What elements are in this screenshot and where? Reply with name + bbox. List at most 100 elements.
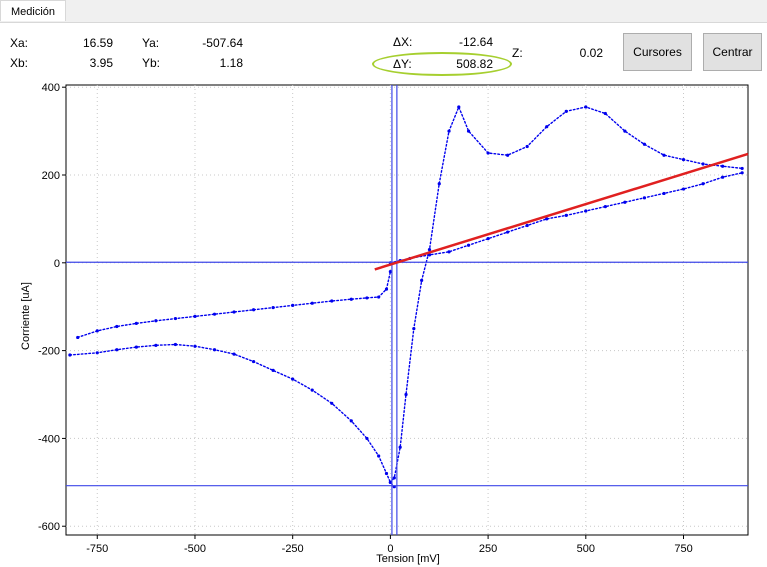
data-point — [720, 175, 725, 179]
xb-label: Xb: — [10, 56, 29, 70]
y-tick-label: 400 — [42, 82, 60, 94]
data-series-2 — [69, 343, 395, 488]
data-point — [134, 321, 138, 325]
data-point — [584, 105, 588, 109]
data-point — [388, 480, 392, 484]
data-point — [681, 187, 686, 191]
data-point — [545, 125, 549, 129]
data-point — [330, 299, 334, 303]
ya-label: Ya: — [142, 36, 160, 50]
data-point — [564, 213, 568, 217]
data-point — [377, 295, 381, 299]
delta-x-label: ΔX: — [393, 35, 413, 49]
data-point — [662, 191, 666, 196]
data-point — [412, 327, 416, 331]
xa-value: 16.59 — [82, 36, 113, 50]
data-point — [427, 253, 432, 257]
data-point — [642, 196, 647, 200]
data-point — [251, 308, 256, 312]
data-point — [310, 388, 314, 392]
data-point — [365, 296, 369, 300]
data-point — [740, 166, 744, 171]
data-point — [642, 142, 647, 146]
x-tick-label: 750 — [674, 543, 692, 555]
yb-value: 1.18 — [219, 56, 243, 70]
data-point — [212, 348, 217, 352]
data-point — [349, 297, 353, 301]
data-point — [584, 209, 588, 213]
data-point — [173, 342, 178, 347]
xb-value: 3.95 — [89, 56, 113, 70]
x-tick-label: 250 — [479, 543, 497, 555]
z-label: Z: — [512, 46, 523, 60]
data-point — [384, 471, 389, 476]
data-point — [291, 377, 295, 381]
y-tick-label: -600 — [38, 521, 60, 533]
data-point — [154, 319, 158, 323]
data-point — [95, 351, 99, 355]
data-point — [173, 316, 178, 321]
data-point — [427, 248, 432, 252]
data-point — [623, 129, 627, 133]
x-tick-label: -500 — [184, 543, 206, 555]
data-point — [291, 303, 295, 307]
data-point — [466, 129, 471, 133]
delta-y-highlight-ellipse — [372, 52, 512, 76]
x-tick-label: 0 — [387, 543, 393, 555]
data-point — [398, 445, 402, 449]
data-point — [271, 368, 275, 372]
tab-bar: Medición — [0, 0, 767, 23]
data-point — [232, 310, 236, 314]
y-tick-label: 200 — [42, 170, 60, 182]
data-point — [310, 301, 314, 305]
data-point — [404, 392, 408, 397]
tab-medicion[interactable]: Medición — [0, 0, 67, 21]
x-tick-label: -250 — [282, 543, 304, 555]
data-point — [701, 182, 705, 186]
data-point — [437, 182, 441, 186]
x-tick-label: -750 — [86, 543, 108, 555]
x-axis-title: Tension [mV] — [376, 553, 440, 565]
data-point — [720, 164, 725, 168]
data-point — [154, 343, 158, 347]
data-point — [271, 305, 275, 310]
data-point — [384, 287, 389, 291]
y-axis-title: Corriente [uA] — [20, 282, 32, 350]
data-point — [681, 158, 686, 162]
data-point — [115, 324, 119, 329]
x-tick-label: 500 — [577, 543, 595, 555]
data-series-4 — [389, 172, 743, 264]
data-point — [349, 419, 353, 423]
data-point — [377, 454, 381, 458]
data-point — [623, 200, 627, 204]
centrar-button[interactable]: Centrar — [703, 33, 762, 71]
data-point — [603, 205, 607, 209]
delta-x-value: -12.64 — [458, 35, 493, 49]
data-point — [134, 345, 138, 349]
data-point — [232, 352, 236, 356]
data-point — [388, 269, 392, 274]
data-point — [365, 436, 369, 441]
data-point — [193, 344, 197, 348]
cursores-button[interactable]: Cursores — [623, 33, 692, 71]
data-point — [115, 348, 119, 352]
data-point — [525, 144, 529, 149]
data-point — [76, 335, 80, 340]
y-tick-label: -400 — [38, 433, 60, 445]
measurement-plot[interactable]: -750 -500 -250 0 250 500 750 -600 -400 -200 0 200 40… — [0, 80, 767, 567]
ya-value: -507.64 — [202, 36, 243, 50]
data-point — [457, 105, 461, 109]
data-point — [392, 476, 396, 480]
data-point — [251, 359, 256, 364]
data-point — [506, 153, 510, 157]
data-point — [447, 250, 451, 254]
data-point — [564, 109, 568, 113]
data-point — [212, 312, 217, 316]
data-point — [525, 223, 529, 228]
data-point — [420, 278, 424, 282]
y-tick-label: -200 — [38, 346, 60, 358]
data-point — [701, 162, 705, 166]
y-tick-label: 0 — [54, 258, 60, 270]
z-value: 0.02 — [579, 46, 603, 60]
fit-line — [374, 152, 749, 271]
